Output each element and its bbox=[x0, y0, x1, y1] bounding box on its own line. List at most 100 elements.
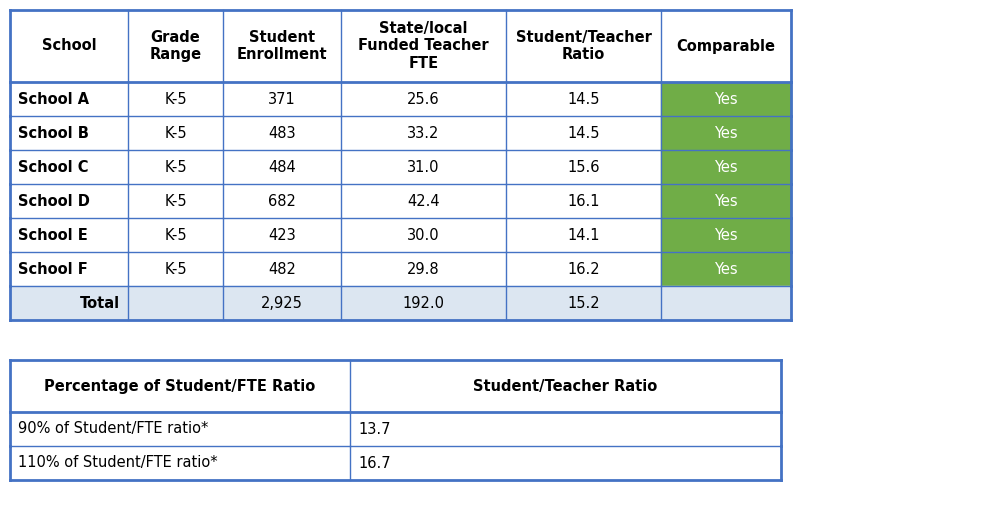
Bar bbox=[341, 286, 506, 320]
Text: 14.5: 14.5 bbox=[567, 126, 600, 141]
Bar bbox=[341, 10, 506, 82]
Bar bbox=[341, 184, 506, 218]
Bar bbox=[10, 116, 128, 150]
Text: Yes: Yes bbox=[715, 126, 738, 141]
Text: School: School bbox=[42, 38, 96, 54]
Bar bbox=[223, 116, 341, 150]
Bar bbox=[128, 218, 223, 252]
Bar bbox=[506, 218, 661, 252]
Bar bbox=[341, 150, 506, 184]
Bar bbox=[506, 116, 661, 150]
Bar bbox=[223, 82, 341, 116]
Bar bbox=[223, 184, 341, 218]
Text: 31.0: 31.0 bbox=[407, 159, 440, 174]
Text: 16.2: 16.2 bbox=[567, 262, 600, 276]
Bar bbox=[223, 10, 341, 82]
Bar bbox=[661, 286, 791, 320]
Bar bbox=[128, 10, 223, 82]
Bar bbox=[506, 82, 661, 116]
Text: Student/Teacher
Ratio: Student/Teacher Ratio bbox=[515, 30, 651, 62]
Bar bbox=[128, 116, 223, 150]
Text: State/local
Funded Teacher
FTE: State/local Funded Teacher FTE bbox=[358, 21, 489, 71]
Bar bbox=[223, 218, 341, 252]
Bar bbox=[661, 150, 791, 184]
Bar bbox=[223, 286, 341, 320]
Bar bbox=[128, 252, 223, 286]
Bar bbox=[10, 218, 128, 252]
Text: 25.6: 25.6 bbox=[407, 91, 440, 106]
Text: Student/Teacher Ratio: Student/Teacher Ratio bbox=[474, 379, 658, 393]
Bar bbox=[506, 286, 661, 320]
Bar bbox=[350, 446, 781, 480]
Text: 42.4: 42.4 bbox=[407, 194, 440, 208]
Text: School E: School E bbox=[18, 227, 88, 243]
Bar bbox=[506, 150, 661, 184]
Text: Yes: Yes bbox=[715, 194, 738, 208]
Text: 15.2: 15.2 bbox=[567, 295, 600, 311]
Bar bbox=[506, 10, 661, 82]
Text: 15.6: 15.6 bbox=[567, 159, 600, 174]
Bar bbox=[10, 286, 128, 320]
Bar bbox=[10, 446, 350, 480]
Text: K-5: K-5 bbox=[165, 227, 187, 243]
Bar bbox=[10, 82, 128, 116]
Text: Grade
Range: Grade Range bbox=[150, 30, 201, 62]
Bar bbox=[661, 116, 791, 150]
Text: Yes: Yes bbox=[715, 159, 738, 174]
Text: 2,925: 2,925 bbox=[261, 295, 303, 311]
Bar bbox=[10, 10, 128, 82]
Text: 110% of Student/FTE ratio*: 110% of Student/FTE ratio* bbox=[18, 455, 218, 471]
Text: 192.0: 192.0 bbox=[402, 295, 445, 311]
Text: Student
Enrollment: Student Enrollment bbox=[237, 30, 327, 62]
Text: School B: School B bbox=[18, 126, 89, 141]
Bar bbox=[128, 286, 223, 320]
Bar bbox=[10, 360, 350, 412]
Text: 483: 483 bbox=[269, 126, 295, 141]
Bar bbox=[341, 82, 506, 116]
Text: 33.2: 33.2 bbox=[407, 126, 440, 141]
Bar bbox=[10, 412, 350, 446]
Text: Total: Total bbox=[80, 295, 120, 311]
Text: 16.1: 16.1 bbox=[567, 194, 600, 208]
Text: School D: School D bbox=[18, 194, 90, 208]
Bar bbox=[341, 252, 506, 286]
Bar bbox=[341, 218, 506, 252]
Bar bbox=[10, 184, 128, 218]
Bar bbox=[128, 184, 223, 218]
Bar bbox=[661, 252, 791, 286]
Text: 682: 682 bbox=[268, 194, 296, 208]
Bar bbox=[661, 82, 791, 116]
Text: Yes: Yes bbox=[715, 227, 738, 243]
Text: Yes: Yes bbox=[715, 262, 738, 276]
Bar bbox=[10, 150, 128, 184]
Text: 484: 484 bbox=[269, 159, 296, 174]
Text: Yes: Yes bbox=[715, 91, 738, 106]
Text: K-5: K-5 bbox=[165, 194, 187, 208]
Bar bbox=[128, 150, 223, 184]
Text: 423: 423 bbox=[269, 227, 296, 243]
Text: Comparable: Comparable bbox=[677, 38, 776, 54]
Text: K-5: K-5 bbox=[165, 91, 187, 106]
Bar bbox=[223, 252, 341, 286]
Text: 90% of Student/FTE ratio*: 90% of Student/FTE ratio* bbox=[18, 422, 208, 436]
Bar bbox=[661, 218, 791, 252]
Text: School C: School C bbox=[18, 159, 88, 174]
Bar bbox=[341, 116, 506, 150]
Bar bbox=[128, 82, 223, 116]
Text: K-5: K-5 bbox=[165, 126, 187, 141]
Bar bbox=[350, 412, 781, 446]
Bar bbox=[10, 252, 128, 286]
Text: 14.5: 14.5 bbox=[567, 91, 600, 106]
Text: School A: School A bbox=[18, 91, 89, 106]
Text: 30.0: 30.0 bbox=[407, 227, 440, 243]
Text: 16.7: 16.7 bbox=[358, 455, 390, 471]
Bar bbox=[506, 252, 661, 286]
Text: K-5: K-5 bbox=[165, 159, 187, 174]
Text: 14.1: 14.1 bbox=[567, 227, 600, 243]
Bar bbox=[506, 184, 661, 218]
Text: Percentage of Student/FTE Ratio: Percentage of Student/FTE Ratio bbox=[45, 379, 315, 393]
Text: K-5: K-5 bbox=[165, 262, 187, 276]
Bar bbox=[350, 360, 781, 412]
Bar bbox=[223, 150, 341, 184]
Text: 13.7: 13.7 bbox=[358, 422, 390, 436]
